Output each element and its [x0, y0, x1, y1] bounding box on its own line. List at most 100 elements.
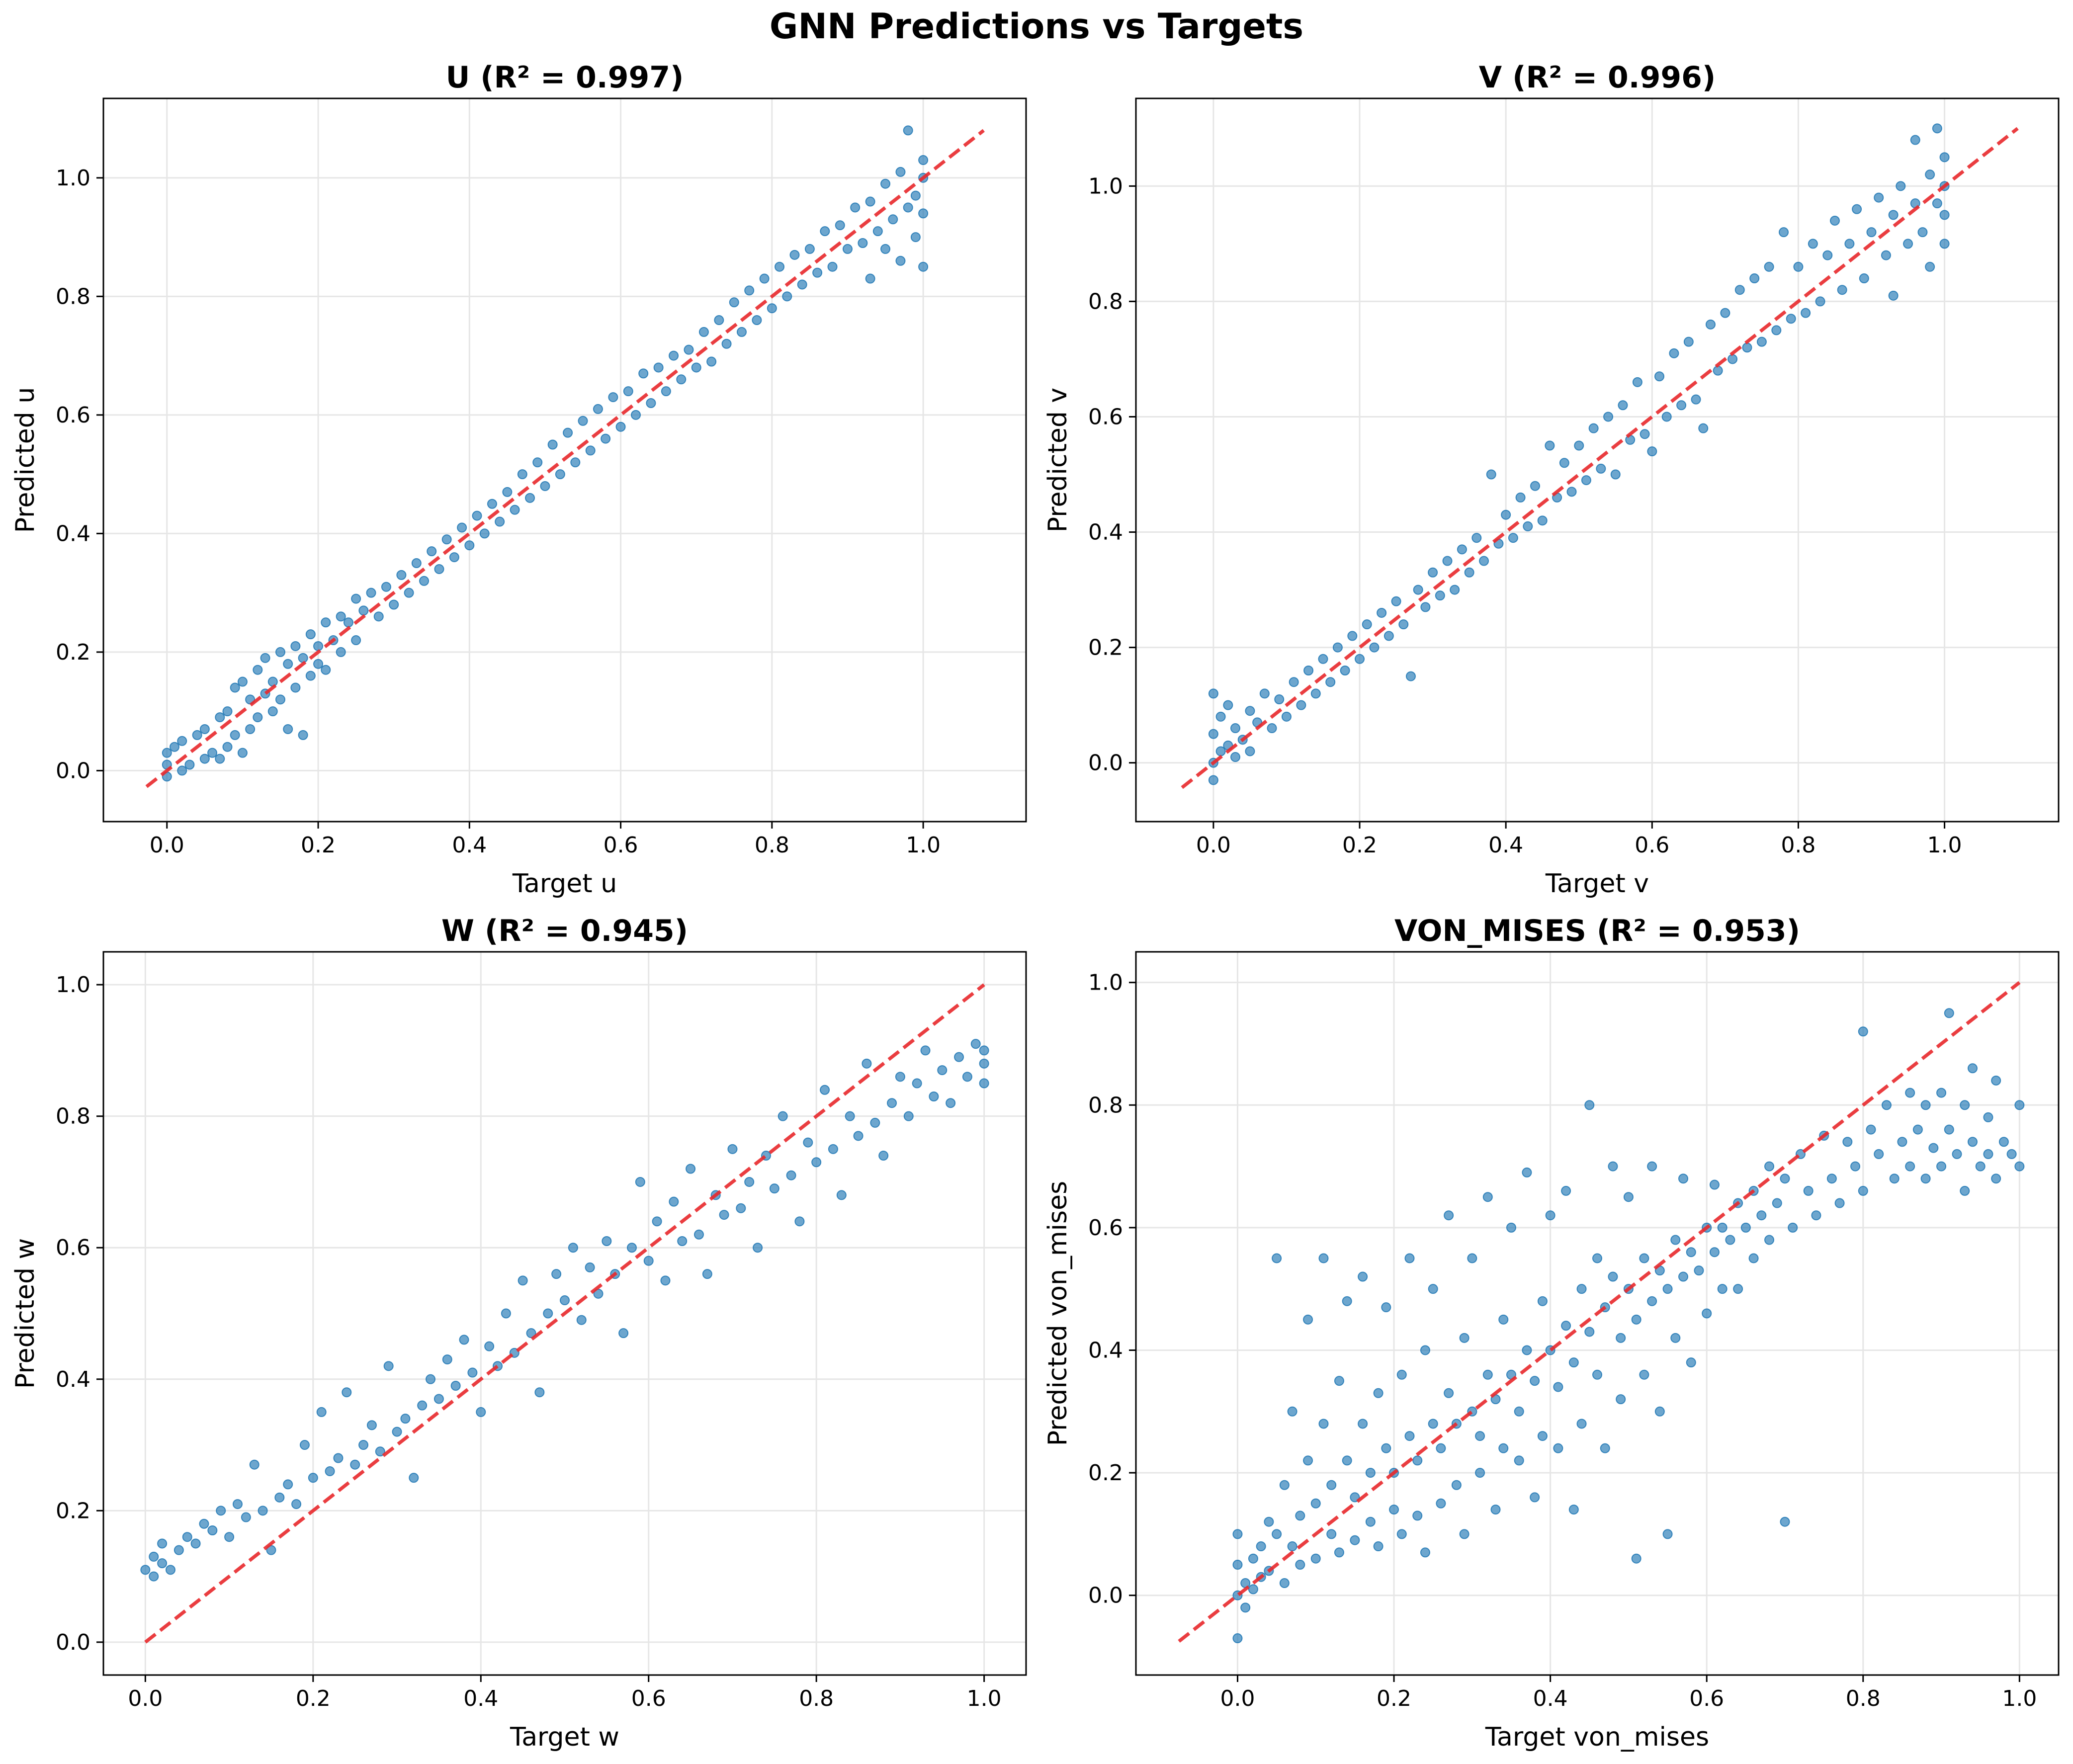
data-point — [199, 1518, 209, 1529]
data-point — [241, 1512, 251, 1522]
y-tick-label: 1.0 — [1088, 173, 1123, 199]
data-point — [1245, 706, 1255, 716]
data-point — [1574, 440, 1584, 451]
data-point — [267, 706, 278, 717]
data-point — [476, 1407, 486, 1417]
x-tick-label: 0.0 — [1220, 1686, 1255, 1711]
x-tick-label: 1.0 — [1927, 833, 1962, 858]
data-point — [2006, 1149, 2017, 1159]
data-point — [1932, 123, 1942, 134]
data-point — [1725, 1235, 1735, 1245]
data-point — [177, 765, 187, 776]
data-point — [1475, 1468, 1485, 1478]
data-point — [910, 190, 921, 201]
data-point — [1404, 1431, 1415, 1441]
data-point — [1944, 1124, 1954, 1135]
data-point — [1396, 1529, 1407, 1539]
data-point — [979, 1078, 989, 1089]
data-point — [1932, 198, 1942, 209]
data-point — [1647, 1296, 1657, 1306]
data-point — [1486, 469, 1496, 480]
data-point — [1632, 377, 1642, 387]
data-point — [502, 487, 513, 497]
data-point — [1771, 325, 1782, 336]
data-point — [1451, 1480, 1462, 1490]
data-point — [1837, 285, 1847, 295]
data-point — [467, 1367, 478, 1378]
data-point — [1259, 688, 1270, 699]
data-point — [230, 730, 240, 740]
data-point — [1420, 1345, 1430, 1355]
data-point — [518, 1275, 528, 1286]
data-point — [1910, 135, 1920, 145]
x-axis-label: Target von_mises — [1485, 1722, 1709, 1752]
data-point — [1669, 348, 1679, 358]
data-point — [1829, 215, 1840, 226]
data-point — [698, 327, 709, 337]
data-point — [1888, 290, 1899, 301]
data-point — [157, 1558, 168, 1569]
data-point — [283, 659, 293, 669]
data-point — [305, 671, 316, 681]
data-point — [1369, 642, 1380, 653]
data-point — [918, 208, 929, 219]
data-point — [222, 742, 233, 752]
data-point — [216, 1506, 226, 1516]
data-point — [827, 261, 838, 272]
data-point — [510, 504, 520, 515]
data-point — [1939, 239, 1950, 249]
data-point — [199, 724, 210, 734]
data-point — [1764, 261, 1774, 272]
data-point — [1355, 654, 1365, 664]
data-point — [1779, 227, 1789, 238]
data-point — [912, 1078, 922, 1089]
data-point — [845, 1111, 855, 1121]
data-point — [1874, 1149, 1884, 1159]
data-point — [1530, 481, 1540, 491]
data-point — [1442, 556, 1453, 566]
x-tick-label: 0.0 — [128, 1686, 163, 1711]
data-point — [661, 386, 671, 397]
data-point — [525, 493, 535, 503]
data-point — [1850, 1161, 1861, 1172]
data-point — [149, 1571, 159, 1582]
data-point — [1514, 1406, 1524, 1417]
data-point — [450, 1381, 461, 1391]
x-tick-label: 0.0 — [1196, 833, 1231, 858]
data-point — [693, 1229, 704, 1240]
data-point — [1289, 677, 1299, 687]
data-point — [230, 682, 240, 693]
data-point — [232, 1499, 243, 1510]
data-point — [358, 1440, 369, 1450]
data-point — [1326, 1529, 1337, 1539]
data-point — [298, 653, 308, 663]
data-point — [434, 564, 444, 574]
data-point — [775, 261, 785, 272]
data-point — [929, 1092, 939, 1101]
x-tick-label: 0.8 — [1846, 1686, 1881, 1711]
data-point — [1631, 1314, 1641, 1325]
data-point — [1404, 1253, 1415, 1263]
data-point — [608, 392, 618, 403]
subplot-title: VON_MISES (R² = 0.953) — [1394, 914, 1800, 948]
data-point — [887, 1098, 897, 1108]
data-point — [1788, 1222, 1798, 1233]
data-point — [207, 748, 218, 758]
x-tick-label: 0.6 — [1689, 1686, 1724, 1711]
data-point — [373, 611, 384, 622]
data-point — [1576, 1284, 1587, 1294]
data-point — [1208, 775, 1218, 785]
data-point — [1522, 1345, 1532, 1355]
data-point — [1983, 1112, 1993, 1122]
data-point — [1654, 1406, 1665, 1417]
data-point — [719, 1210, 729, 1220]
data-point — [224, 1532, 235, 1542]
data-point — [1584, 1100, 1595, 1110]
data-point — [1240, 1578, 1251, 1589]
data-point — [381, 582, 391, 592]
data-point — [404, 588, 414, 598]
data-point — [803, 1137, 813, 1148]
data-point — [207, 1525, 218, 1535]
data-point — [199, 754, 210, 764]
data-point — [1310, 1498, 1321, 1509]
